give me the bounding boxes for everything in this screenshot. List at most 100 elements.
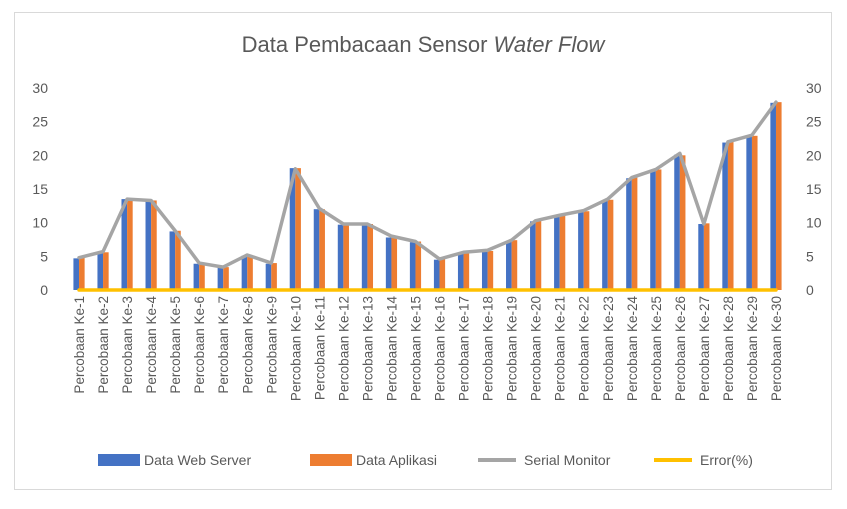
x-tick-label: Percobaan Ke-27 [697, 296, 712, 401]
bar-data-aplikasi [367, 224, 374, 290]
x-tick-label: Percobaan Ke-25 [649, 296, 664, 401]
bar-data-web-server [193, 263, 200, 290]
x-tick-label: Percobaan Ke-11 [312, 296, 327, 400]
bar-data-aplikasi [679, 155, 686, 290]
bar-data-aplikasi [151, 200, 157, 290]
legend-swatch-data-aplikasi [310, 454, 352, 466]
bar-data-aplikasi [127, 199, 133, 290]
bar-data-aplikasi [415, 241, 422, 290]
y2-tick-label: 20 [806, 147, 822, 163]
bar-data-web-server [409, 242, 416, 290]
x-tick-label: Percobaan Ke-3 [120, 296, 135, 394]
bar-data-aplikasi [223, 267, 229, 290]
x-tick-label: Percobaan Ke-29 [745, 296, 760, 401]
bar-data-web-server [121, 199, 128, 290]
bar-data-aplikasi [775, 102, 782, 290]
bar-data-web-server [265, 263, 272, 290]
x-tick-label: Percobaan Ke-10 [288, 296, 303, 401]
legend-label-data-aplikasi: Data Aplikasi [356, 452, 437, 468]
bar-data-aplikasi [79, 257, 85, 290]
y2-tick-label: 0 [806, 282, 814, 298]
bar-data-web-server [241, 255, 248, 290]
bar-data-aplikasi [295, 168, 301, 290]
bar-data-web-server [626, 178, 632, 290]
bar-data-aplikasi [751, 135, 758, 290]
x-tick-label: Percobaan Ke-4 [144, 296, 159, 394]
y-tick-label: 10 [32, 215, 48, 231]
bar-data-aplikasi [703, 223, 710, 290]
legend-swatch-data-web-server [98, 454, 140, 466]
bar-data-aplikasi [319, 209, 325, 290]
x-tick-label: Percobaan Ke-8 [240, 296, 255, 394]
bar-data-web-server [554, 215, 560, 290]
x-tick-label: Percobaan Ke-6 [192, 296, 207, 394]
bar-data-aplikasi [247, 254, 253, 290]
y2-tick-label: 30 [806, 80, 822, 96]
bar-data-aplikasi [271, 263, 277, 290]
x-tick-label: Percobaan Ke-15 [408, 296, 423, 401]
x-tick-label: Percobaan Ke-5 [168, 296, 183, 394]
y-tick-label: 30 [32, 80, 48, 96]
x-tick-label: Percobaan Ke-9 [264, 296, 279, 394]
bar-data-web-server [650, 170, 656, 290]
bar-data-web-server [602, 200, 608, 290]
bar-data-aplikasi [343, 224, 349, 290]
x-tick-label: Percobaan Ke-2 [96, 296, 111, 394]
bar-data-web-server [770, 102, 776, 290]
bar-data-web-server [722, 142, 728, 290]
bar-data-aplikasi [607, 199, 614, 290]
x-tick-label: Percobaan Ke-28 [721, 296, 736, 401]
x-tick-label: Percobaan Ke-17 [457, 296, 472, 401]
y2-tick-label: 15 [806, 181, 822, 197]
bar-data-web-server [481, 251, 488, 290]
bar-data-web-server [169, 231, 176, 290]
x-tick-label: Percobaan Ke-16 [433, 296, 448, 401]
y-tick-label: 25 [32, 114, 48, 130]
bar-data-aplikasi [463, 252, 470, 290]
chart-title-italic: Water Flow [494, 32, 607, 57]
y-tick-label: 5 [40, 248, 48, 264]
x-tick-label: Percobaan Ke-18 [481, 296, 496, 401]
bar-data-web-server [337, 224, 344, 290]
legend-label-error-: Error(%) [700, 452, 753, 468]
bar-data-web-server [361, 224, 368, 290]
bar-data-web-server [530, 221, 536, 290]
bar-data-aplikasi [511, 240, 518, 290]
x-tick-label: Percobaan Ke-22 [577, 296, 592, 401]
bar-data-aplikasi [631, 177, 638, 290]
x-tick-label: Percobaan Ke-7 [216, 296, 231, 394]
x-tick-label: Percobaan Ke-13 [360, 296, 375, 401]
bar-data-web-server [698, 224, 704, 290]
legend-label-data-web-server: Data Web Server [144, 452, 251, 468]
bar-data-web-server [457, 252, 464, 290]
bar-data-aplikasi [103, 252, 109, 290]
x-tick-label: Percobaan Ke-23 [601, 296, 616, 401]
bar-data-aplikasi [487, 250, 494, 290]
bar-data-web-server [145, 200, 152, 290]
bar-data-web-server [385, 237, 392, 290]
bar-data-web-server [313, 209, 320, 290]
x-tick-label: Percobaan Ke-19 [505, 296, 520, 401]
x-tick-label: Percobaan Ke-1 [72, 296, 87, 394]
bar-data-aplikasi [535, 220, 542, 290]
y-tick-label: 0 [40, 282, 48, 298]
bar-data-web-server [73, 258, 80, 290]
x-tick-label: Percobaan Ke-20 [529, 296, 544, 401]
bar-data-web-server [217, 267, 224, 290]
y2-tick-label: 25 [806, 114, 822, 130]
bar-data-aplikasi [175, 230, 181, 290]
bar-data-web-server [289, 168, 296, 290]
bar-data-aplikasi [727, 141, 734, 290]
bar-data-aplikasi [655, 169, 662, 290]
bar-data-web-server [506, 240, 512, 290]
y2-tick-label: 5 [806, 248, 814, 264]
bar-data-web-server [433, 259, 440, 290]
bar-data-web-server [674, 154, 680, 290]
x-tick-label: Percobaan Ke-12 [336, 296, 351, 401]
x-tick-label: Percobaan Ke-24 [625, 296, 640, 402]
y2-tick-label: 10 [806, 215, 822, 231]
chart-title-main: Data Pembacaan Sensor [242, 32, 494, 57]
x-tick-label: Percobaan Ke-21 [553, 296, 568, 401]
bar-data-aplikasi [391, 236, 398, 290]
